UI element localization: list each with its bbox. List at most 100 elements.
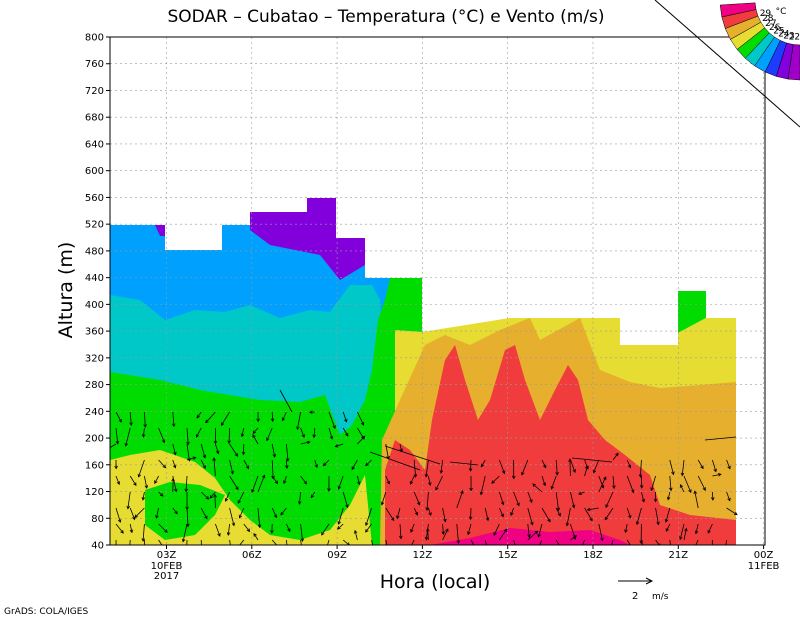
wind-arrow-head — [557, 512, 561, 517]
wind-arrow-head — [469, 487, 473, 492]
wind-arrow — [299, 491, 301, 505]
wind-arrow — [539, 539, 543, 545]
wind-arrow — [357, 411, 364, 426]
wind-arrow — [679, 523, 685, 540]
wind-arrow — [669, 459, 674, 475]
wind-arrow-head — [301, 553, 304, 556]
wind-arrow-head — [281, 417, 286, 422]
wind-arrow-head — [424, 536, 429, 541]
y-tick-label: 160 — [85, 460, 104, 471]
field-green-right — [678, 291, 706, 333]
wind-arrow-head — [365, 522, 369, 527]
wind-arrow — [442, 507, 446, 522]
wind-arrow-head — [501, 470, 506, 475]
wind-arrow — [681, 459, 685, 476]
wind-arrow-head — [679, 536, 683, 541]
wind-arrow-head — [503, 528, 508, 533]
wind-arrow-head — [680, 472, 685, 477]
wind-arrow — [314, 459, 318, 468]
wind-arrow — [381, 491, 387, 505]
wind-arrow — [604, 507, 614, 520]
colorbar-level-label: 28 — [762, 14, 774, 24]
wind-arrow — [158, 459, 166, 468]
wind-arrow — [499, 491, 504, 505]
wind-arrow — [213, 457, 216, 477]
wind-arrow-head — [665, 528, 669, 532]
wind-arrow — [712, 473, 721, 477]
wind-arrow-head — [372, 551, 375, 554]
wind-arrow — [335, 443, 344, 447]
wind-arrow-head — [280, 511, 284, 516]
wind-arrow-head — [428, 482, 432, 486]
x-tick-date-label: 11FEB — [748, 561, 780, 572]
wind-arrow-head — [409, 480, 414, 485]
wind-arrow — [428, 507, 432, 516]
wind-arrow-head — [115, 440, 120, 445]
wind-arrow-head — [204, 515, 208, 520]
wind-arrow-head — [550, 485, 554, 490]
wind-arrow — [365, 507, 372, 526]
y-tick-label: 800 — [85, 33, 104, 44]
grid — [110, 37, 765, 545]
wind-arrow-head — [428, 512, 432, 517]
wind-arrow — [286, 443, 289, 462]
wind-arrow — [513, 491, 520, 506]
colorbar-level-label: 22 — [789, 33, 800, 43]
wind-arrow — [435, 475, 443, 491]
wind-arrow — [456, 523, 459, 544]
wind-arrow-head — [638, 474, 643, 478]
wind-arrow-head — [521, 471, 525, 476]
colorbar-level-label: 25 — [773, 26, 784, 36]
wind-arrow — [351, 459, 358, 470]
wind-arrow — [527, 491, 533, 503]
wind-arrow-head — [480, 463, 485, 468]
wind-arrow — [697, 475, 706, 491]
wind-arrow — [144, 475, 148, 489]
wind-arrow — [707, 523, 713, 534]
wind-arrow-head — [656, 521, 660, 526]
wind-arrow — [598, 475, 604, 489]
wind-arrow — [215, 443, 219, 454]
y-tick-label: 760 — [85, 59, 104, 70]
wind-arrow-head — [592, 469, 597, 474]
wind-arrow — [144, 539, 146, 545]
wind-arrow — [357, 427, 365, 440]
wind-arrow-head — [615, 452, 619, 457]
wind-arrow — [555, 459, 558, 475]
wind-arrow-head — [413, 474, 418, 478]
wind-arrow — [154, 475, 159, 484]
wind-arrow — [229, 507, 235, 526]
wind-arrow — [327, 539, 330, 545]
wind-arrow — [142, 427, 145, 437]
wind-arrow-head — [688, 489, 692, 494]
wind-arrow — [342, 539, 350, 545]
wind-arrow-head — [639, 485, 644, 489]
wind-arrow — [297, 411, 301, 430]
wind-reference-unit: m/s — [652, 592, 669, 602]
wind-arrow-head — [322, 462, 327, 467]
wind-arrow — [704, 436, 737, 441]
wind-arrow-head — [653, 498, 658, 503]
wind-arrow-head — [227, 440, 231, 445]
wind-arrow-head — [287, 528, 291, 533]
wind-arrow — [570, 459, 576, 473]
wind-arrow — [186, 507, 189, 527]
wind-arrow-head — [485, 517, 490, 522]
wind-arrow — [266, 427, 273, 441]
wind-arrow-head — [467, 531, 471, 536]
wind-arrow-head — [650, 487, 654, 492]
wind-arrow — [129, 523, 133, 533]
wind-arrow-head — [357, 481, 361, 486]
wind-arrow-head — [144, 548, 147, 551]
y-tick-label: 40 — [91, 541, 104, 552]
wind-arrow — [695, 523, 699, 534]
wind-arrow-head — [116, 481, 121, 486]
wind-arrow-head — [641, 498, 646, 503]
wind-arrow-head — [133, 482, 137, 487]
field-green-pocket — [145, 482, 225, 540]
wind-arrow-head — [115, 551, 118, 554]
wind-arrow-head — [666, 496, 671, 501]
wind-arrow-head — [217, 533, 221, 537]
wind-arrow — [253, 533, 259, 541]
wind-arrow — [510, 507, 514, 516]
